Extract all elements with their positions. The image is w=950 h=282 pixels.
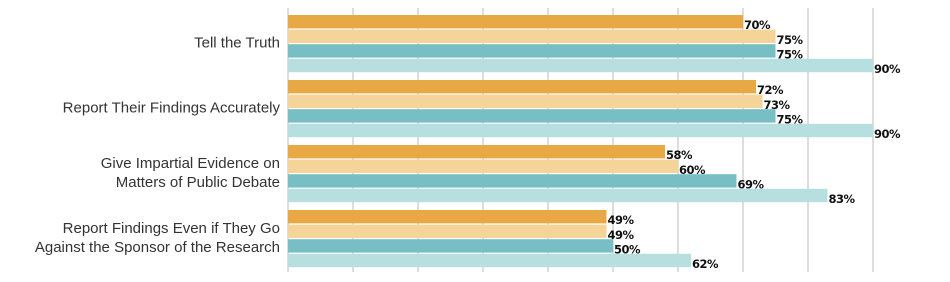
value-label: 90% [874,127,901,141]
value-label: 60% [679,163,706,177]
value-label: 49% [608,228,635,242]
value-label: 75% [777,112,804,126]
bar [288,29,776,43]
category-label: Tell the Truth [194,34,280,52]
value-label: 62% [692,257,719,271]
value-label: 75% [777,47,804,61]
bar [288,94,763,108]
bar [288,123,873,138]
bar [288,188,828,203]
bar [288,58,873,73]
bar [288,253,691,268]
bar [288,174,737,188]
bar [288,239,613,253]
bar [288,80,756,94]
value-label: 73% [764,98,791,112]
value-label: 49% [608,213,635,227]
category-label: Report Their Findings Accurately [62,99,280,117]
value-label: 69% [738,177,765,191]
value-label: 58% [666,148,693,162]
value-label: 83% [829,192,856,206]
value-label: 50% [614,242,641,256]
bar [288,109,776,123]
bar [288,224,607,238]
bar [288,15,743,29]
bar [288,159,678,173]
category-label: Give Impartial Evidence on Matters of Pu… [100,155,280,192]
value-label: 70% [744,18,771,32]
value-label: 90% [874,62,901,76]
value-label: 72% [757,83,784,97]
value-label: 75% [777,33,804,47]
bar [288,145,665,159]
bar [288,44,776,58]
bar [288,210,607,224]
category-label: Report Findings Even if They Go Against … [34,220,280,257]
